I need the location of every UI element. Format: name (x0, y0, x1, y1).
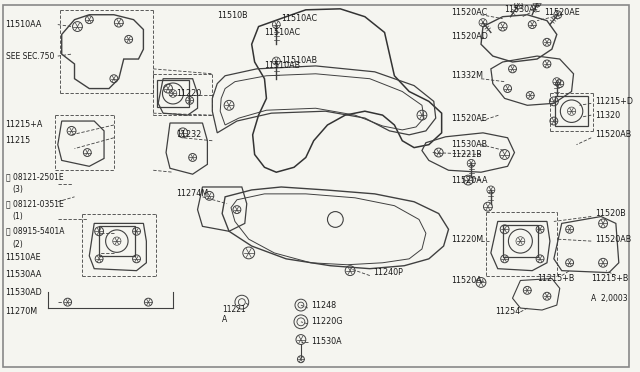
Text: 11520AB: 11520AB (595, 235, 632, 244)
Text: 11520A: 11520A (451, 276, 482, 285)
Text: 11520B: 11520B (595, 209, 626, 218)
Text: SEE SEC.750: SEE SEC.750 (6, 52, 54, 61)
Text: 11320: 11320 (595, 110, 620, 120)
Text: (3): (3) (13, 185, 24, 195)
Text: 11215+D: 11215+D (595, 97, 633, 106)
Text: 11520AE: 11520AE (544, 8, 580, 17)
Text: 11520AA: 11520AA (451, 176, 488, 185)
Text: 11510AA: 11510AA (6, 20, 42, 29)
Text: 11215: 11215 (6, 136, 31, 145)
Text: (1): (1) (13, 212, 23, 221)
Text: 11232: 11232 (176, 130, 201, 140)
Text: 11510B: 11510B (217, 11, 248, 20)
Text: 11248: 11248 (311, 301, 336, 310)
Text: 11520AC: 11520AC (451, 8, 488, 17)
Text: A  2,0003: A 2,0003 (591, 294, 628, 303)
Text: 11510AC: 11510AC (264, 28, 301, 37)
Text: 11520AE: 11520AE (451, 113, 487, 123)
Text: 11215+B: 11215+B (591, 274, 628, 283)
Text: 11520AB: 11520AB (595, 130, 632, 140)
Text: 11215+B: 11215+B (537, 274, 575, 283)
Text: 11530A: 11530A (311, 337, 341, 346)
Text: 11254: 11254 (495, 308, 520, 317)
Text: Ⓑ 08121-2501E: Ⓑ 08121-2501E (6, 173, 63, 182)
Text: 11240P: 11240P (372, 268, 403, 277)
Text: 11215+A: 11215+A (6, 121, 43, 129)
Text: 11221
A: 11221 A (222, 305, 246, 324)
Text: Ⓑ 08121-0351E: Ⓑ 08121-0351E (6, 199, 63, 208)
Text: 11270M: 11270M (6, 308, 38, 317)
Text: 11530AB: 11530AB (451, 140, 488, 149)
Text: 11274M: 11274M (176, 189, 208, 198)
Text: 11520AD: 11520AD (451, 32, 488, 41)
Text: 11510AB: 11510AB (281, 55, 317, 64)
Text: 11530AD: 11530AD (6, 288, 42, 297)
Text: 11332M: 11332M (451, 71, 483, 80)
Text: 11510AC: 11510AC (281, 14, 317, 23)
Text: 11220: 11220 (176, 89, 201, 98)
Text: (2): (2) (13, 240, 23, 248)
Text: 11220G: 11220G (311, 317, 342, 326)
Text: Ⓗ 08915-5401A: Ⓗ 08915-5401A (6, 227, 64, 236)
Text: 11221B: 11221B (451, 150, 482, 159)
Text: 11510AE: 11510AE (6, 253, 41, 262)
Text: 11530AC: 11530AC (504, 5, 541, 14)
Text: 11220M: 11220M (451, 235, 484, 244)
Text: 11530AA: 11530AA (6, 270, 42, 279)
Text: 11510AB: 11510AB (264, 61, 301, 70)
